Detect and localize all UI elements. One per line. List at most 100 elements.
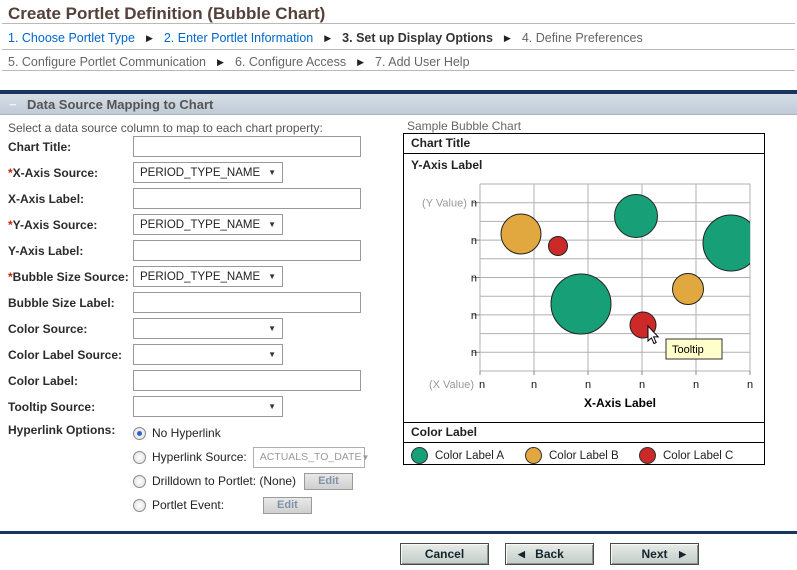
step-arrow-icon: ▶	[217, 56, 224, 67]
legend: Color Label A Color Label B Color Label …	[404, 443, 764, 468]
legend-item: Color Label C	[639, 447, 753, 464]
drilldown-edit-button[interactable]: Edit	[304, 472, 353, 490]
sample-bubble-chart: Chart Title Y-Axis Label	[403, 133, 765, 465]
chart-title-input[interactable]	[133, 136, 361, 157]
collapse-icon[interactable]: −	[9, 96, 17, 112]
sample-chart-caption: Sample Bubble Chart	[407, 119, 522, 133]
svg-text:n: n	[639, 379, 645, 391]
option-row: Portlet Event: Edit	[133, 495, 365, 515]
field-label: Tooltip Source:	[8, 399, 96, 414]
chart-title: Chart Title	[404, 134, 764, 154]
radio-drilldown-to-portlet[interactable]	[133, 474, 146, 488]
color-label-input[interactable]	[133, 370, 361, 391]
bubble-size-label-input[interactable]	[133, 292, 361, 313]
portlet-event-edit-button[interactable]: Edit	[263, 496, 312, 514]
wizard-steps-row1: 1. Choose Portlet Type ▶ 2. Enter Portle…	[8, 31, 643, 45]
svg-text:n: n	[471, 347, 477, 359]
field-label: *Bubble Size Source:	[8, 269, 129, 284]
form-row: Color Label:	[8, 370, 398, 391]
x-axis-source-select[interactable]: PERIOD_TYPE_NAME ▼	[133, 162, 283, 183]
svg-text:(Y Value)n: (Y Value) n	[422, 198, 477, 210]
field-label: Y-Axis Label:	[8, 243, 84, 258]
footer-divider	[0, 531, 797, 534]
bubble-size-source-select[interactable]: PERIOD_TYPE_NAME ▼	[133, 266, 283, 287]
dropdown-arrow-icon: ▼	[268, 168, 276, 177]
legend-item: Color Label A	[411, 447, 525, 464]
form-row: X-Axis Label:	[8, 188, 398, 209]
bubble-plot: (Y Value) n n n n n (X Value) n n n n n n…	[422, 183, 753, 410]
form-row: *Bubble Size Source: PERIOD_TYPE_NAME ▼	[8, 266, 398, 287]
field-label: Bubble Size Label:	[8, 295, 115, 310]
color-label-source-select[interactable]: ▼	[133, 344, 283, 365]
step-set-up-display-options: 3. Set up Display Options	[342, 31, 493, 45]
form-row: *Y-Axis Source: PERIOD_TYPE_NAME ▼	[8, 214, 398, 235]
svg-text:(X Value): (X Value)	[429, 379, 474, 391]
legend-label: Color Label B	[549, 449, 619, 462]
step-define-preferences: 4. Define Preferences	[521, 31, 643, 45]
dropdown-arrow-icon: ▼	[268, 324, 276, 333]
dropdown-arrow-icon: ▼	[268, 350, 276, 359]
radio-no-hyperlink[interactable]	[133, 426, 146, 440]
step-choose-portlet-type[interactable]: 1. Choose Portlet Type	[8, 31, 135, 45]
y-axis-label: Y-Axis Label	[411, 158, 483, 172]
color-source-select[interactable]: ▼	[133, 318, 283, 339]
mapping-form: Chart Title: *X-Axis Source: PERIOD_TYPE…	[8, 136, 398, 519]
step-enter-portlet-information[interactable]: 2. Enter Portlet Information	[163, 31, 314, 45]
bubble	[672, 273, 704, 305]
radio-label: Portlet Event:	[152, 498, 225, 512]
dropdown-arrow-icon: ▼	[268, 402, 276, 411]
wizard-steps-row2: 5. Configure Portlet Communication ▶ 6. …	[8, 55, 470, 69]
radio-hyperlink-source[interactable]	[133, 450, 146, 464]
legend-swatch-c	[639, 447, 656, 464]
step-arrow-icon: ▶	[145, 32, 153, 43]
form-row: *X-Axis Source: PERIOD_TYPE_NAME ▼	[8, 162, 398, 183]
next-button[interactable]: Next ▶	[610, 543, 699, 565]
legend-title: Color Label	[404, 422, 764, 443]
required-marker: *	[8, 165, 13, 180]
step-add-user-help: 7. Add User Help	[375, 55, 470, 69]
field-label: Color Source:	[8, 321, 88, 336]
legend-label: Color Label A	[435, 449, 505, 462]
step-arrow-icon: ▶	[357, 56, 365, 67]
y-axis-label-input[interactable]	[133, 240, 361, 261]
form-row: Y-Axis Label:	[8, 240, 398, 261]
svg-text:Tooltip: Tooltip	[672, 344, 704, 356]
step-arrow-icon: ▶	[324, 32, 332, 43]
divider	[2, 23, 795, 24]
step-configure-portlet-communication: 5. Configure Portlet Communication	[8, 55, 207, 69]
field-label: X-Axis Label:	[8, 191, 85, 206]
tooltip-source-select[interactable]: ▼	[133, 396, 283, 417]
next-arrow-icon: ▶	[679, 549, 686, 559]
form-row: Bubble Size Label:	[8, 292, 398, 313]
x-axis-label-input[interactable]	[133, 188, 361, 209]
back-button[interactable]: ◀ Back	[505, 543, 594, 565]
required-marker: *	[8, 269, 13, 284]
dropdown-arrow-icon: ▼	[268, 272, 276, 281]
option-row: Drilldown to Portlet: (None) Edit	[133, 471, 365, 491]
step-configure-access: 6. Configure Access	[234, 55, 347, 69]
dropdown-arrow-icon: ▼	[361, 452, 370, 462]
instruction-text: Select a data source column to map to ea…	[8, 121, 323, 135]
radio-portlet-event[interactable]	[133, 498, 146, 512]
radio-label: Drilldown to Portlet: (None)	[152, 474, 297, 488]
field-label: *X-Axis Source:	[8, 165, 99, 180]
divider	[2, 70, 795, 71]
bubble	[702, 214, 750, 272]
tooltip: Tooltip	[665, 338, 723, 360]
y-tick-labels: (Y Value) n n n n n	[422, 198, 477, 360]
svg-text:n: n	[531, 379, 537, 391]
svg-text:n: n	[479, 379, 485, 391]
legend-item: Color Label B	[525, 447, 639, 464]
axis-ticks	[473, 202, 751, 375]
section-header: − Data Source Mapping to Chart	[0, 90, 797, 115]
cursor-icon	[647, 324, 660, 345]
x-axis-label: X-Axis Label	[584, 396, 656, 410]
svg-text:n: n	[471, 310, 477, 322]
section-header-top-bar	[0, 90, 797, 94]
radio-label: No Hyperlink	[152, 426, 221, 440]
field-label: Color Label:	[8, 373, 79, 388]
bubble-layer	[500, 194, 750, 339]
y-axis-source-select[interactable]: PERIOD_TYPE_NAME ▼	[133, 214, 283, 235]
field-label: *Y-Axis Source:	[8, 217, 98, 232]
cancel-button[interactable]: Cancel	[400, 543, 489, 565]
